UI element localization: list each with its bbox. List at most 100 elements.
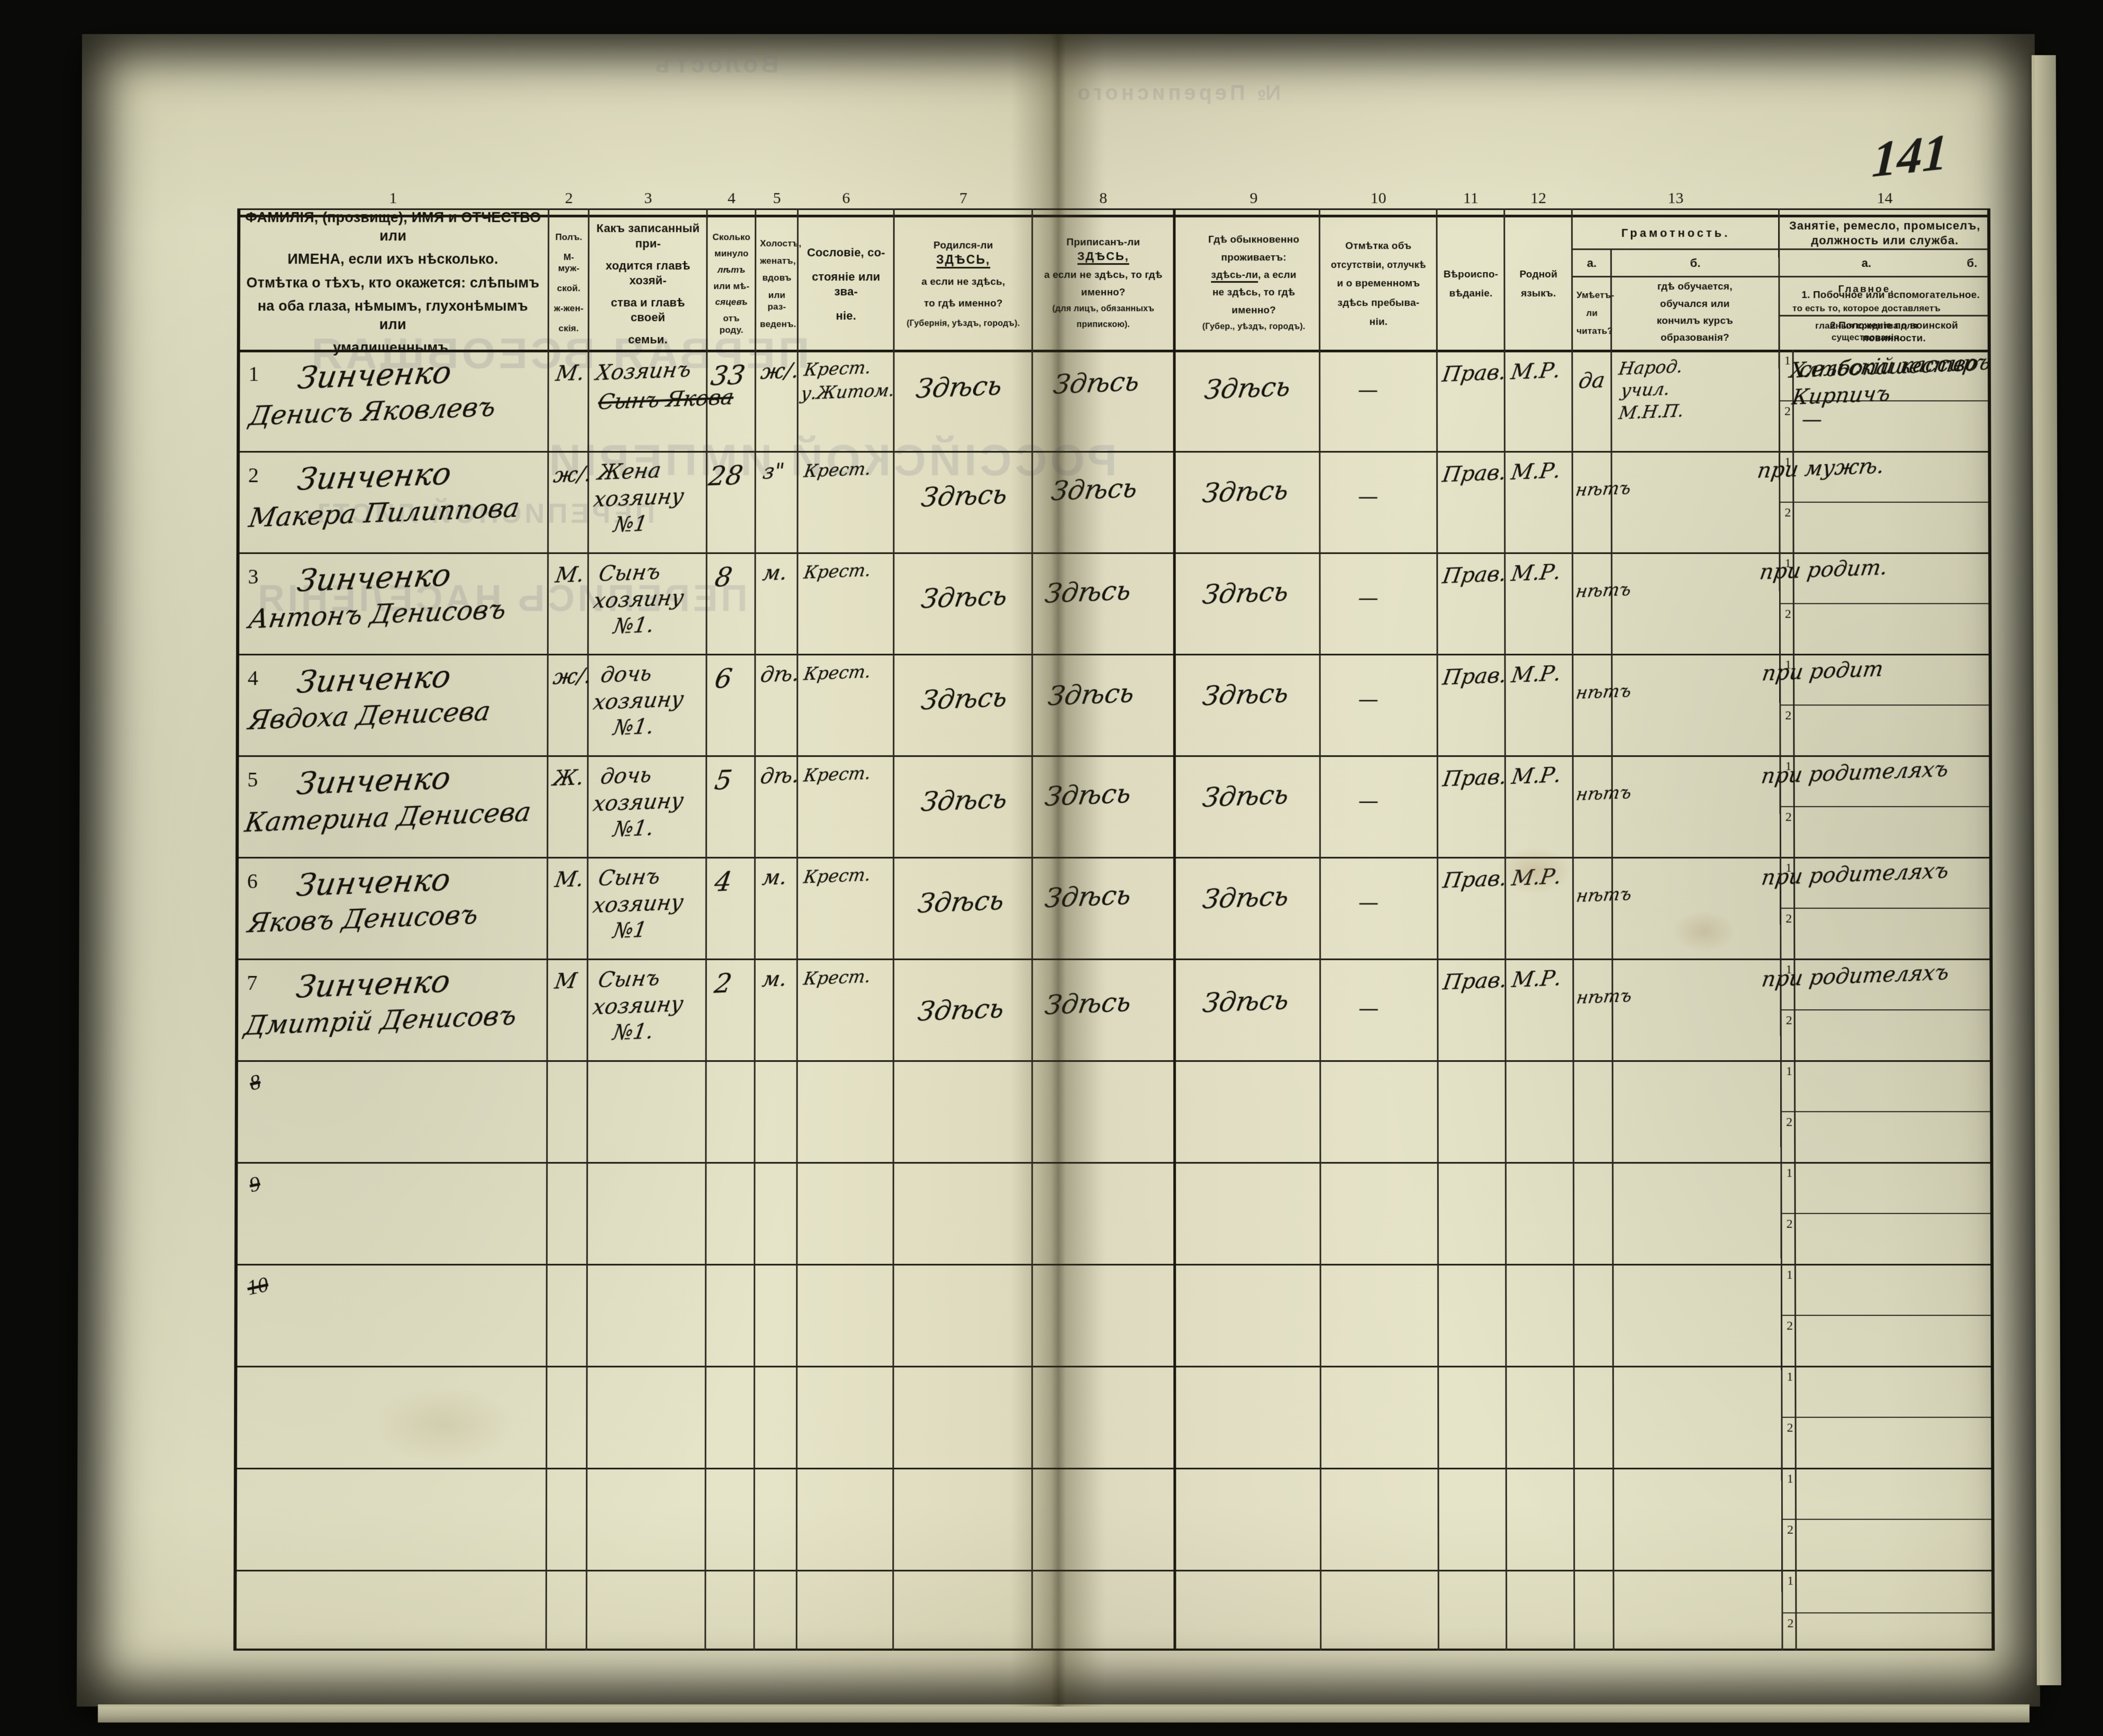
cell-absence: — (1358, 688, 1377, 711)
grid-hline (237, 451, 1991, 453)
subrow-mark-1: 1 (1784, 455, 1791, 469)
cell-marital: дѣ. (758, 661, 802, 688)
cell-estate: Крест. (802, 864, 873, 888)
cell-language: М.Р. (1509, 458, 1563, 485)
header-col-9: Гдѣ обыкновенно проживаетъ: здѣсь-ли, а … (1189, 220, 1319, 347)
grid-hline (235, 857, 1992, 859)
subrow-mark-2: 2 (1786, 1115, 1793, 1129)
grid-vline (1503, 208, 1508, 1651)
grid-hline (236, 654, 1992, 656)
cell-absence: — (1358, 997, 1378, 1020)
grid-hline (234, 1162, 1993, 1164)
cell-registered-here: Здѣсь (1043, 777, 1134, 812)
cell-age: 6 (712, 663, 735, 695)
grid-hline-sub (1781, 1213, 1994, 1214)
subrow-mark-1: 1 (1785, 760, 1792, 774)
cell-literate: да (1576, 368, 1607, 394)
colnum-5: 5 (773, 189, 781, 207)
header-col-8: Приписанъ-ли ЗДѢСЬ, а если не здѣсь, то … (1034, 220, 1173, 347)
grid-hline (1779, 314, 1991, 317)
header-col-4-line1: Сколько (712, 232, 751, 242)
header-col-9-line2: проживаетъ: (1221, 252, 1286, 264)
grid-hline (1572, 248, 1991, 250)
colnum-10: 10 (1370, 189, 1386, 207)
colnum-4: 4 (727, 189, 736, 207)
header-col-10-line2: отсутствiи, отлучкѣ (1330, 259, 1426, 270)
cell-education-2: учил. (1619, 378, 1672, 401)
subrow-mark-1: 1 (1784, 354, 1791, 368)
cell-literate: нѣтъ (1575, 883, 1634, 907)
grid-vline (1318, 208, 1322, 1651)
row-number: 1 (248, 361, 259, 386)
grid-hline (236, 552, 1992, 554)
header-col-4: Сколько минуло лѣтъ или мѣ- сяцевъ отъ р… (708, 219, 755, 349)
page-edge-bottom (97, 1704, 2030, 1723)
header-col-2-line5: скiя. (558, 323, 579, 333)
cell-occupation-main-1: при родит (1760, 656, 1885, 686)
header-col-14a-mark: а. (1861, 256, 1872, 270)
cell-language: М.Р. (1510, 966, 1564, 993)
header-col-8-line1: Приписанъ-ли ЗДѢСЬ, (1037, 236, 1170, 265)
bleedthrough-text: № Переписного (1074, 81, 1281, 105)
grid-hline-sub (1781, 1009, 1993, 1011)
grid-vline (795, 208, 799, 1651)
cell-relation: Хозяинъ (594, 357, 693, 386)
header-col-13-title: Грамотность. (1621, 226, 1730, 240)
cell-age: 5 (712, 764, 735, 796)
header-col-3-line4: семьи. (628, 333, 668, 347)
header-col-9-line4: не здѣсь, то гдѣ (1212, 287, 1295, 299)
grid-hline-sub (1782, 1518, 1995, 1520)
header-col-4-line2: минуло (714, 248, 749, 259)
grid-vline (1031, 208, 1034, 1651)
header-col-1-line2: ИМЕНА, если ихъ нѣсколько. (287, 251, 498, 267)
header-col-13a-line1: Умѣетъ- (1576, 290, 1615, 301)
cell-born-here: Здѣсь (919, 783, 1010, 818)
header-col-3-line3: ства и главѣ своей (611, 296, 685, 324)
header-col-1: ФАМИЛIЯ, (прозвище), ИМЯ и ОТЧЕСТВО или … (240, 210, 546, 356)
colnum-9: 9 (1249, 189, 1258, 207)
subrow-mark-2: 2 (1785, 912, 1792, 926)
colnum-1: 1 (389, 189, 397, 207)
header-col-9-line6: (Губер., уѣздъ, городъ). (1202, 322, 1306, 331)
header-col-14b-mark: б. (1966, 256, 1978, 270)
row-number-empty: 8 (247, 1069, 263, 1095)
cell-occupation-main-1: при мужѣ. (1755, 454, 1887, 483)
cell-relation: Сынъ (597, 559, 663, 586)
cell-relation-3: №1 (612, 511, 649, 538)
open-ledger-book: Волостъ № Переписного ПЕРВАЯ ВСЕОБЩАЯ ПЕ… (76, 34, 2062, 1723)
cell-estate: Крест. (802, 762, 873, 786)
cell-relation-2: хозяину (592, 484, 686, 512)
header-col-11-line1: Вѣроиспо- (1443, 268, 1499, 280)
cell-religion: Прав. (1440, 460, 1508, 487)
subrow-mark-1: 1 (1786, 1166, 1793, 1180)
subrow-mark-1: 1 (1785, 1064, 1792, 1079)
subrow-mark-2: 2 (1785, 810, 1792, 825)
header-col-13b-line1: гдѣ обучается, (1657, 281, 1733, 293)
header-col-7-line4: (Губернiя, уѣздъ, городъ). (907, 319, 1020, 328)
colnum-8: 8 (1099, 189, 1108, 207)
subrow-mark-2: 2 (1784, 607, 1791, 621)
subrow-mark-2: 2 (1785, 1014, 1792, 1028)
cell-religion: Прав. (1441, 764, 1509, 792)
cell-military: — (1801, 408, 1821, 431)
grid-vline (585, 208, 590, 1651)
header-col-3-line1: Какъ записанный при- (596, 222, 700, 250)
grid-vline (753, 208, 757, 1651)
subrow-mark-2: 2 (1787, 1421, 1793, 1435)
cell-estate-2: у.Житом. (799, 379, 896, 404)
header-col-4-line3: лѣтъ (717, 265, 746, 275)
cell-surname: Зинченко (294, 760, 454, 802)
cell-registered-here: Здѣсь (1051, 366, 1142, 400)
cell-literate: нѣтъ (1574, 680, 1633, 703)
grid-hline (237, 214, 1991, 218)
grid-hline-sub (1781, 1111, 1993, 1113)
subrow-mark-2: 2 (1787, 1523, 1794, 1537)
cell-given-name: Антонъ Денисовъ (246, 593, 509, 635)
subrow-mark-2: 2 (1784, 404, 1791, 419)
cell-surname: Зинченко (294, 658, 454, 700)
header-col-8-line4: (для лицъ, обязанныхъ (1052, 304, 1155, 314)
grid-hline-sub (1780, 603, 1992, 604)
cell-marital: м. (760, 560, 789, 586)
row-number: 4 (247, 666, 259, 690)
